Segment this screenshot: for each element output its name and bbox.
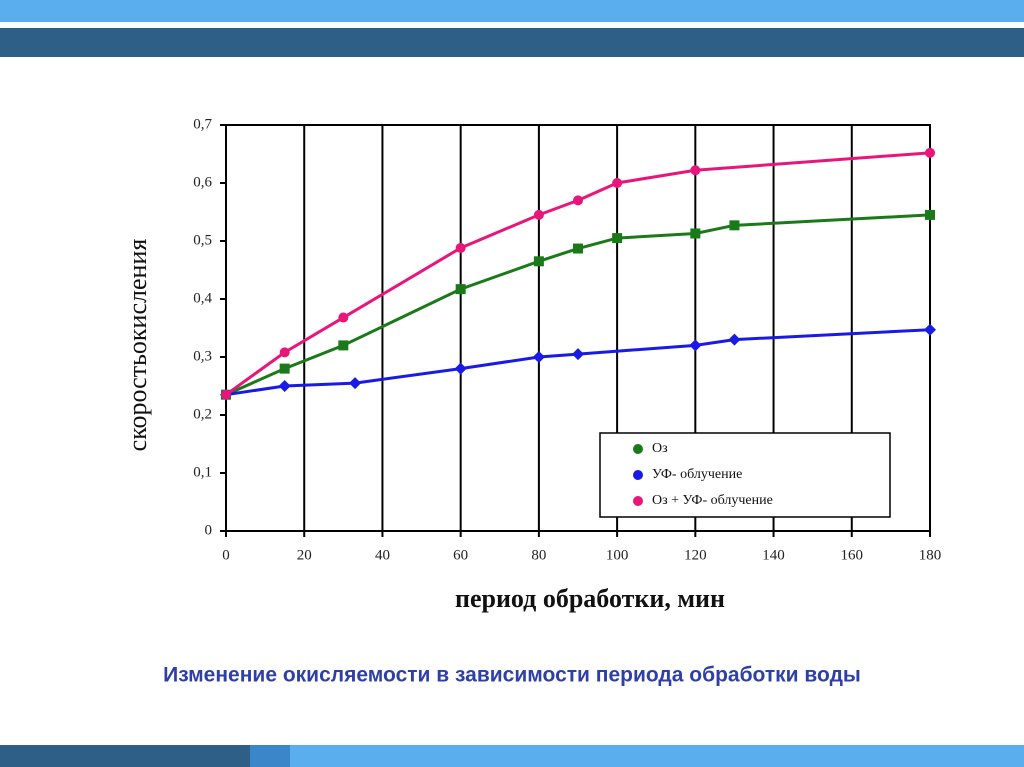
legend-label: УФ- облучение	[652, 467, 742, 482]
marker	[729, 220, 740, 231]
legend-marker	[633, 496, 643, 506]
top-bar	[0, 0, 1024, 22]
footer-light	[290, 745, 1024, 767]
x-tick-label: 20	[297, 547, 312, 563]
x-tick-label: 180	[919, 547, 942, 563]
y-tick-label: 0,5	[193, 232, 212, 248]
marker	[533, 256, 544, 267]
x-tick-label: 60	[453, 547, 468, 563]
marker	[532, 351, 545, 363]
marker	[455, 284, 466, 295]
marker	[925, 209, 935, 220]
marker	[612, 178, 623, 188]
x-tick-label: 40	[375, 547, 390, 563]
legend-box	[599, 432, 891, 518]
marker	[533, 209, 544, 220]
y-tick-label: 0,1	[193, 464, 212, 480]
marker	[279, 363, 290, 374]
caption: Изменение окисляемости в зависимости пер…	[163, 664, 861, 687]
y-axis-label: скоростьокисления	[123, 239, 152, 452]
marker	[690, 165, 701, 176]
marker	[925, 147, 935, 158]
marker	[573, 195, 583, 206]
y-tick-label: 0	[205, 522, 213, 538]
chart: 0 0,1 0,2 0,3 0,4 0,5 0,6 0,7 0 20 40 60 80 100 120 140…	[193, 116, 941, 563]
legend-marker	[633, 470, 643, 480]
marker	[612, 233, 623, 244]
marker	[690, 228, 701, 239]
legend-marker	[633, 444, 643, 454]
marker	[338, 312, 349, 323]
marker	[689, 339, 702, 352]
marker	[279, 347, 290, 358]
y-tick-label: 0,2	[193, 406, 212, 422]
header-band	[0, 28, 1024, 57]
series-line	[225, 328, 931, 397]
marker	[349, 377, 362, 390]
marker	[221, 389, 231, 400]
y-tick-label: 0,3	[193, 348, 212, 364]
legend-label: Оз + УФ- облучение	[652, 493, 773, 508]
x-tick-label: 80	[531, 547, 546, 563]
legend-label: Оз	[652, 441, 668, 456]
x-tick-label: 100	[606, 547, 629, 563]
series-line	[225, 213, 931, 397]
y-tick-label: 0,6	[193, 174, 212, 190]
marker	[572, 348, 584, 361]
marker	[278, 380, 291, 392]
marker	[455, 242, 466, 253]
x-tick-label: 0	[222, 547, 230, 563]
footer-dark	[0, 745, 250, 767]
footer-mid	[250, 745, 290, 767]
x-tick-label: 120	[684, 547, 707, 563]
x-tick-label: 160	[841, 547, 864, 563]
marker	[728, 333, 741, 346]
y-tick-label: 0,4	[193, 290, 212, 306]
marker	[338, 340, 349, 351]
marker	[924, 323, 936, 336]
marker	[573, 243, 583, 254]
marker	[454, 362, 467, 375]
x-axis-label: период обработки, мин	[455, 584, 725, 613]
y-tick-label: 0,7	[193, 116, 212, 132]
x-tick-label: 140	[762, 547, 785, 563]
